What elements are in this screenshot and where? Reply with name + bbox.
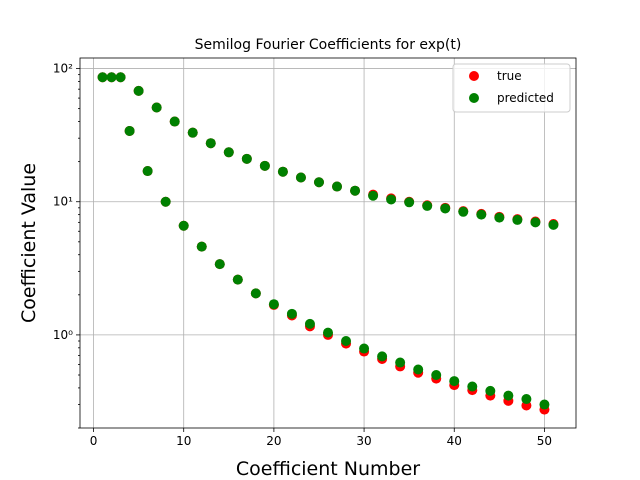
legend-label-predicted: predicted (497, 91, 554, 105)
point-predicted-30 (359, 343, 370, 354)
point-predicted-23 (295, 172, 306, 183)
point-predicted-49 (530, 217, 541, 228)
point-predicted-34 (395, 357, 406, 368)
point-predicted-22 (286, 308, 297, 319)
point-predicted-39 (440, 203, 451, 214)
grid-lines (80, 58, 576, 428)
x-tick-label: 10 (176, 434, 191, 448)
y-axis-label: Coefficient Value (18, 163, 40, 323)
point-predicted-50 (539, 399, 550, 410)
x-tick-label: 30 (356, 434, 371, 448)
point-predicted-32 (377, 351, 388, 362)
legend-label-true: true (497, 69, 522, 83)
point-predicted-18 (250, 288, 261, 299)
x-tick-label: 20 (266, 434, 281, 448)
point-predicted-11 (187, 127, 198, 138)
point-predicted-5 (133, 85, 144, 96)
y-tick-label: 10⁰ (53, 328, 73, 342)
legend-box (452, 63, 571, 113)
point-predicted-27 (332, 181, 343, 192)
point-predicted-33 (386, 194, 397, 205)
point-predicted-24 (304, 318, 315, 329)
point-predicted-25 (313, 177, 324, 188)
point-predicted-3 (115, 72, 126, 83)
point-predicted-37 (422, 200, 433, 211)
point-predicted-19 (259, 160, 270, 171)
x-tick-label: 0 (90, 434, 98, 448)
point-predicted-43 (476, 209, 487, 220)
point-predicted-47 (512, 214, 523, 225)
point-predicted-9 (169, 116, 180, 127)
axis-ticks: 0 10 20 30 40 50 10⁰ 10¹ 10² (53, 62, 552, 448)
point-predicted-48 (521, 394, 532, 405)
point-predicted-7 (151, 102, 162, 113)
data-points (97, 72, 559, 415)
x-tick-label: 50 (537, 434, 552, 448)
legend-marker-true (469, 71, 479, 81)
point-predicted-31 (368, 190, 379, 201)
point-predicted-17 (241, 153, 252, 164)
point-predicted-4 (124, 125, 135, 136)
point-predicted-14 (214, 259, 225, 270)
point-predicted-38 (431, 370, 442, 381)
point-predicted-46 (503, 390, 514, 401)
point-predicted-40 (449, 376, 460, 387)
point-predicted-44 (485, 385, 496, 396)
legend-marker-predicted (469, 93, 479, 103)
point-predicted-21 (277, 166, 288, 177)
point-predicted-13 (205, 138, 216, 149)
point-predicted-42 (467, 381, 478, 392)
y-tick-label: 10² (53, 62, 73, 76)
legend: true predicted (452, 63, 571, 113)
point-predicted-29 (350, 185, 361, 196)
plot-frame (79, 57, 577, 429)
point-predicted-45 (494, 212, 505, 223)
point-predicted-8 (160, 196, 171, 207)
x-tick-label: 40 (447, 434, 462, 448)
point-predicted-51 (548, 219, 559, 230)
point-predicted-41 (458, 206, 469, 217)
point-predicted-16 (232, 274, 243, 285)
chart-title: Semilog Fourier Coefficients for exp(t) (195, 37, 462, 53)
point-predicted-20 (268, 299, 279, 310)
point-predicted-28 (341, 336, 352, 347)
point-predicted-15 (223, 147, 234, 158)
point-predicted-26 (323, 327, 333, 338)
point-predicted-6 (142, 166, 153, 177)
point-predicted-35 (404, 197, 415, 208)
point-predicted-1 (97, 72, 108, 83)
point-predicted-12 (196, 241, 207, 252)
point-predicted-2 (106, 72, 117, 83)
point-predicted-10 (178, 220, 189, 231)
point-predicted-36 (413, 364, 424, 375)
y-tick-label: 10¹ (53, 195, 73, 209)
x-axis-label: Coefficient Number (236, 458, 420, 480)
